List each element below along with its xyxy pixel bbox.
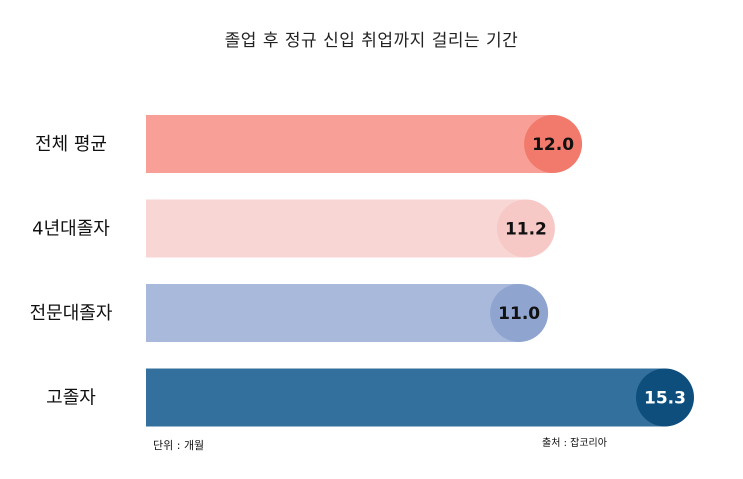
bar-end-marker	[490, 284, 549, 342]
category-label: 4년대졸자	[32, 219, 110, 240]
bar-end-marker	[496, 199, 555, 258]
category-label: 고졸자	[46, 388, 96, 409]
bar-row: 고졸자 15.3	[46, 368, 694, 427]
category-label: 전문대졸자	[30, 303, 113, 324]
unit-note: 단위 : 개월	[153, 439, 205, 452]
bar	[146, 368, 665, 427]
chart-title: 졸업 후 정규 신입 취업까지 걸리는 기간	[224, 31, 519, 51]
value-label: 12.0	[532, 135, 574, 155]
bar-row: 전체 평균 12.0	[35, 115, 583, 173]
bar-end-marker	[524, 115, 583, 173]
bar-end-marker	[636, 368, 694, 427]
bar	[146, 284, 520, 342]
value-label: 11.2	[505, 220, 547, 240]
bar	[146, 199, 526, 258]
value-label: 15.3	[644, 389, 686, 409]
bar-row: 4년대졸자 11.2	[32, 199, 555, 258]
bar	[146, 115, 554, 173]
category-label: 전체 평균	[35, 134, 107, 155]
bar-row: 전문대졸자 11.0	[30, 284, 549, 342]
value-label: 11.0	[498, 304, 540, 324]
source-note: 출처 : 잡코리아	[542, 438, 607, 449]
